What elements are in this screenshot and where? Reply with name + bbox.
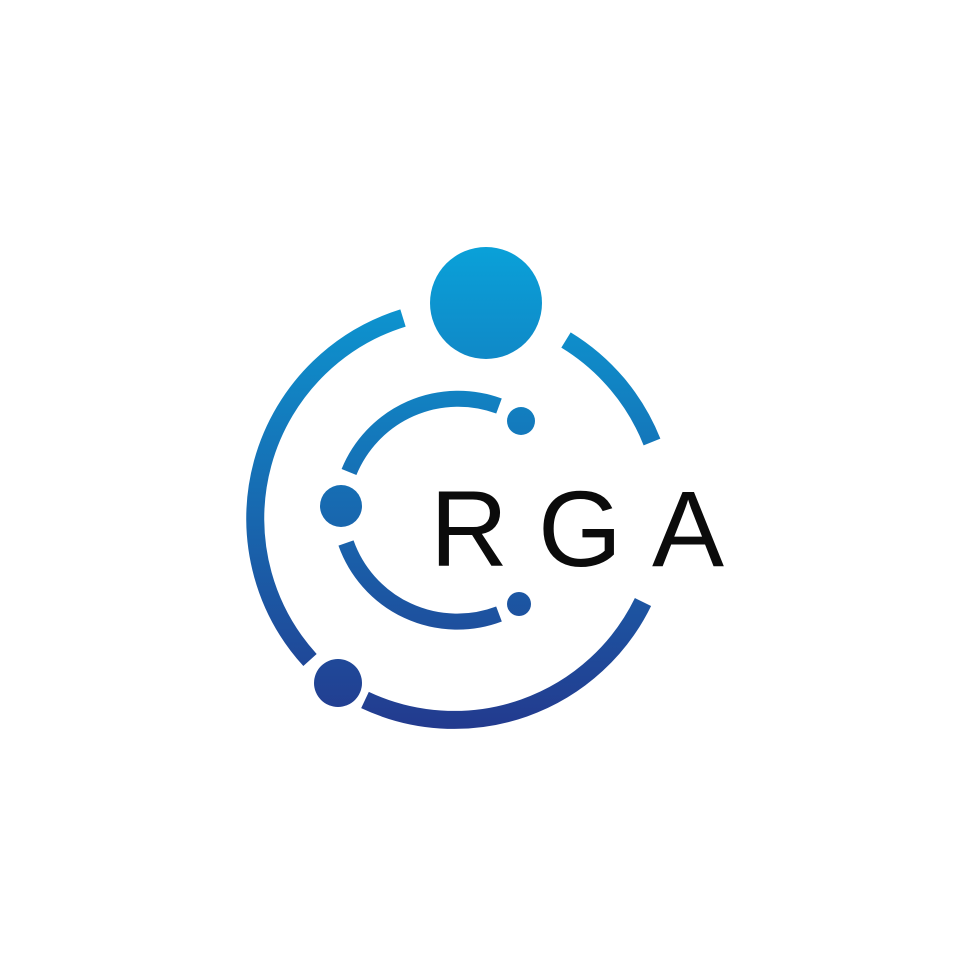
inner-top-dot: [507, 407, 535, 435]
logo-wordmark: RGA: [430, 468, 754, 589]
top-large-dot: [430, 247, 542, 359]
bottom-left-dot: [314, 659, 362, 707]
inner-ring-arc-bottom: [338, 540, 502, 630]
inner-bottom-dot: [507, 592, 531, 616]
outer-ring-arc-left: [246, 309, 406, 667]
outer-ring-arc-bottom: [361, 598, 652, 729]
left-middle-dot: [320, 485, 362, 527]
outer-ring-arc-top-right: [561, 332, 661, 446]
inner-ring-arc-top: [341, 390, 502, 476]
